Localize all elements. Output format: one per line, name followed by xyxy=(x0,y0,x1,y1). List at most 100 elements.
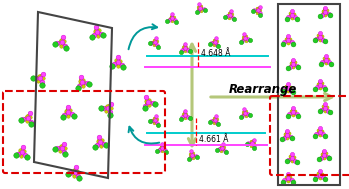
Point xyxy=(54,147,60,150)
Point xyxy=(291,66,296,69)
Point xyxy=(318,156,324,159)
Point xyxy=(284,160,289,163)
Point xyxy=(197,7,203,10)
Point xyxy=(190,156,196,159)
Point xyxy=(292,159,298,162)
Point xyxy=(162,149,168,152)
Point xyxy=(218,145,223,148)
Point xyxy=(287,175,292,178)
Point xyxy=(322,135,328,138)
Point xyxy=(319,172,325,175)
Point xyxy=(219,147,225,150)
Point xyxy=(289,157,295,160)
Point xyxy=(182,110,187,113)
Point xyxy=(207,42,213,45)
Point xyxy=(323,59,329,62)
Point xyxy=(242,108,247,111)
Point xyxy=(317,84,323,87)
Point xyxy=(323,152,328,155)
Point xyxy=(249,142,255,145)
Point xyxy=(161,145,166,148)
Point xyxy=(158,145,163,148)
Point xyxy=(171,15,177,18)
Point xyxy=(312,134,318,137)
Point xyxy=(321,176,326,179)
Point xyxy=(322,178,328,181)
Point xyxy=(317,158,322,161)
Point xyxy=(317,134,322,137)
Point xyxy=(212,41,218,44)
Point xyxy=(290,137,295,140)
Point xyxy=(154,122,160,125)
Point xyxy=(242,112,248,115)
Text: Rearrange: Rearrange xyxy=(229,84,297,97)
Point xyxy=(104,104,110,107)
Point xyxy=(39,81,45,84)
Point xyxy=(20,146,26,149)
Point xyxy=(147,104,152,107)
Point xyxy=(194,155,200,158)
Point xyxy=(322,107,328,110)
Point xyxy=(319,60,325,64)
Point xyxy=(168,15,173,18)
Point xyxy=(13,154,18,157)
Point xyxy=(231,18,236,21)
Point xyxy=(315,172,321,175)
Point xyxy=(74,166,79,169)
Point xyxy=(295,114,301,117)
Text: 4.661 Å: 4.661 Å xyxy=(199,136,228,145)
Point xyxy=(198,5,204,8)
Point xyxy=(68,172,73,175)
Point xyxy=(285,114,291,117)
Point xyxy=(187,116,192,119)
Point xyxy=(194,11,200,14)
Point xyxy=(151,121,157,124)
Point xyxy=(184,112,189,115)
Point xyxy=(103,110,109,113)
Point xyxy=(240,111,246,114)
Point xyxy=(312,39,318,42)
Point xyxy=(290,63,296,66)
Point xyxy=(284,85,289,88)
FancyArrowPatch shape xyxy=(128,24,157,49)
Point xyxy=(211,39,217,42)
Point xyxy=(322,40,327,43)
Point xyxy=(242,37,248,40)
Point xyxy=(287,113,292,116)
Point xyxy=(318,62,324,65)
Point xyxy=(57,150,63,153)
Point xyxy=(285,34,291,37)
Point xyxy=(320,9,326,12)
Point xyxy=(104,144,109,147)
Point xyxy=(254,11,259,14)
Point xyxy=(18,154,24,157)
Point xyxy=(215,43,220,46)
Point xyxy=(71,174,77,177)
Point xyxy=(283,37,289,40)
Point xyxy=(178,117,184,120)
Point xyxy=(289,160,295,163)
Point xyxy=(195,6,201,9)
Point xyxy=(97,141,103,144)
Point xyxy=(294,113,299,116)
Point xyxy=(188,150,194,153)
Point xyxy=(109,64,115,67)
Point xyxy=(61,142,67,145)
Point xyxy=(318,126,323,129)
Point xyxy=(227,16,232,19)
Point xyxy=(318,169,323,172)
Point xyxy=(196,3,202,6)
Point xyxy=(285,90,290,93)
Point xyxy=(224,15,229,18)
Point xyxy=(312,88,318,91)
Point xyxy=(257,8,263,11)
Point xyxy=(58,144,64,147)
Point xyxy=(165,19,170,22)
Point xyxy=(218,149,224,152)
Point xyxy=(147,120,153,123)
Point xyxy=(280,42,286,45)
Point xyxy=(282,179,287,182)
Point xyxy=(321,38,326,41)
Point xyxy=(69,113,75,116)
Point xyxy=(244,110,249,113)
